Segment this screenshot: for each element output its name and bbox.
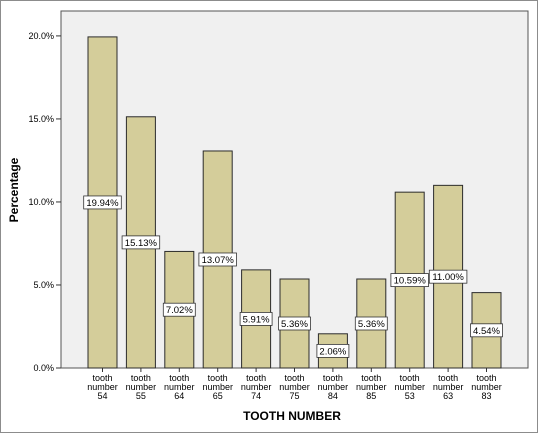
x-tick-label: number [164,382,195,392]
x-tick-label: 74 [251,391,261,401]
data-label: 5.91% [243,314,270,325]
x-tick-label: 84 [328,391,338,401]
x-tick-label: 55 [136,391,146,401]
x-axis: toothnumber54toothnumber55toothnumber64t… [87,368,502,401]
data-label: 2.06% [319,346,346,357]
data-label: 19.94% [86,198,119,209]
x-tick-label: number [394,382,425,392]
x-tick-label: number [87,382,118,392]
x-tick-label: number [241,382,272,392]
x-tick-label: 54 [97,391,107,401]
x-tick-label: tooth [246,373,266,383]
x-tick-label: number [356,382,387,392]
data-label-box [162,302,196,317]
data-label: 10.59% [394,276,427,287]
bars: 19.94% 15.13% 7.02% 13.07% 5.91% 5.36% 2.06% 5.… [83,36,503,369]
x-tick-label: tooth [131,373,151,383]
data-label: 13.07% [202,255,235,266]
x-tick-label: tooth [208,373,228,383]
x-tick-label: 53 [405,391,415,401]
x-axis-title: TOOTH NUMBER [243,409,341,423]
data-label-box [316,343,350,358]
x-tick-label: 75 [289,391,299,401]
x-tick-label: 64 [174,391,184,401]
data-label-box [83,195,122,210]
data-label-box [121,235,161,250]
y-tick-label: 15.0% [28,114,54,124]
x-tick-label: tooth [92,373,112,383]
x-tick-label: number [126,382,157,392]
y-tick-label: 5.0% [33,280,54,290]
x-tick-label: 65 [213,391,223,401]
y-axis-title: Percentage [7,157,21,222]
x-tick-label: tooth [284,373,304,383]
y-tick-label: 20.0% [28,31,54,41]
data-label-box [239,312,273,326]
data-label-box [198,252,237,267]
data-label: 15.13% [125,238,158,249]
data-label-box [390,273,429,287]
data-label: 5.36% [281,319,308,330]
data-label-box [470,323,503,338]
x-tick-label: number [471,382,502,392]
x-tick-label: tooth [476,373,496,383]
x-tick-label: tooth [169,373,189,383]
y-axis: 0.0% 5.0% 10.0% 15.0% 20.0% [28,31,61,373]
data-label: 7.02% [166,305,193,316]
data-label: 4.54% [473,326,500,337]
data-label-box [428,269,468,284]
data-label-box [278,316,311,331]
y-tick-label: 0.0% [33,363,54,373]
x-tick-label: 63 [443,391,453,401]
x-tick-label: tooth [323,373,343,383]
x-tick-label: 83 [481,391,491,401]
x-tick-label: tooth [361,373,381,383]
x-tick-label: number [202,382,233,392]
x-tick-label: tooth [400,373,420,383]
x-tick-label: number [318,382,349,392]
x-tick-label: tooth [438,373,458,383]
data-label: 5.36% [358,319,385,330]
x-tick-label: 85 [366,391,376,401]
x-tick-label: number [279,382,310,392]
data-label-box [354,316,388,331]
data-label: 11.00% [432,272,464,283]
y-tick-label: 10.0% [28,197,54,207]
x-tick-label: number [433,382,464,392]
